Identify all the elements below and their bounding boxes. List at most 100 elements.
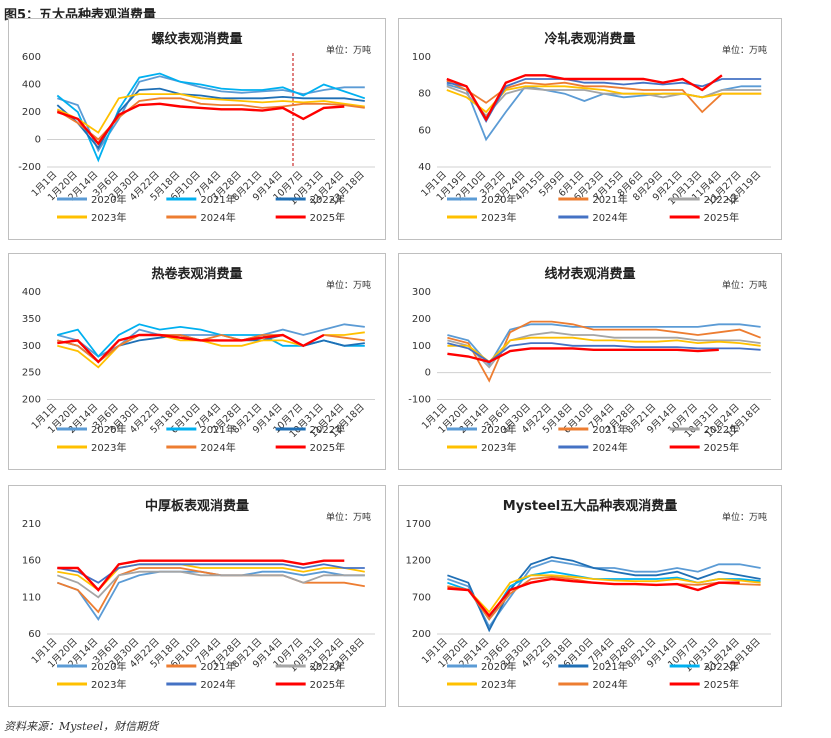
source-note: 资料来源：Mysteel，财信期货 [4,720,159,733]
series-line-2025年 [56,102,345,146]
chart-title: 热卷表观消费量 [151,266,242,282]
y-tick-label: 1700 [406,519,431,530]
y-tick-label: 350 [22,314,41,325]
y-tick-label: 60 [28,629,41,640]
series-line-2024年 [447,342,761,364]
y-tick-label: 200 [22,107,41,118]
series-line-2025年 [446,74,723,122]
y-tick-label: 210 [22,519,41,530]
legend-label: 2025年 [310,441,345,454]
series-line-2025年 [447,347,719,364]
chart-panel-medium-plate: 中厚板表观消费量 单位：万吨 60 110 160 210 1月1日 1月20日 2月14日 3月… [8,485,386,707]
legend-label: 2024年 [592,441,627,454]
chart-svg-cold: 冷轧表观消费量单位：万吨4060801001月1日1月19日2月10日3月2日3… [412,31,771,224]
legend-label: 2020年 [91,193,126,206]
legend-label: 2024年 [592,211,627,224]
chart-panel-cold-rolled: 冷轧表观消费量 单位：万吨 40 60 80 100 1月1日 1月19日 2月10日 3月2日 3… [398,18,782,240]
legend-label: 2022年 [704,193,739,206]
y-tick-label: 250 [22,368,41,379]
legend-label: 2022年 [310,660,345,673]
y-tick-label: 400 [22,80,41,91]
legend-label: 2024年 [200,441,235,454]
unit-label: 单位：万吨 [722,44,767,56]
legend-label: 2025年 [704,211,739,224]
y-tick-label: 300 [22,341,41,352]
legend-label: 2025年 [704,441,739,454]
series-line-2023年 [447,574,761,614]
legend-label: 2020年 [91,660,126,673]
legend-label: 2025年 [704,678,739,691]
y-tick-label: 100 [412,341,431,352]
chart-svg-total: Mysteel五大品种表观消费量单位：万吨200700120017001月1日1… [406,498,771,691]
legend-label: 2021年 [200,193,235,206]
legend-label: 2020年 [481,660,516,673]
chart-title: Mysteel五大品种表观消费量 [503,498,677,514]
y-tick-label: 80 [418,89,431,100]
y-tick-label: 110 [22,592,41,603]
legend-label: 2023年 [91,441,126,454]
legend-label: 2022年 [310,193,345,206]
series-line-2020年 [447,323,761,367]
legend-label: 2023年 [481,678,516,691]
chart-svg-plate: 中厚板表观消费量单位：万吨601101602101月1日1月20日2月14日3月… [22,498,375,691]
legend-label: 2021年 [592,193,627,206]
series-line-2023年 [56,93,365,134]
series-line-2022年 [56,87,365,150]
unit-label: 单位：万吨 [722,279,767,291]
y-tick-label: 100 [412,52,431,63]
legend-label: 2020年 [481,423,516,436]
y-tick-label: 0 [35,135,41,146]
chart-svg-wire: 线材表观消费量单位：万吨-10001002003001月1日1月20日2月14日… [408,266,771,454]
y-tick-label: 1200 [406,556,431,567]
legend-label: 2023年 [481,211,516,224]
legend-label: 2021年 [200,423,235,436]
legend-label: 2023年 [91,211,126,224]
chart-title: 线材表观消费量 [544,266,635,282]
series-line-2025年 [57,559,345,592]
legend-label: 2025年 [310,678,345,691]
unit-label: 单位：万吨 [326,511,371,523]
legend-label: 2022年 [704,660,739,673]
y-tick-label: 700 [412,592,431,603]
legend-label: 2021年 [592,423,627,436]
chart-panel-wire-rod: 线材表观消费量 单位：万吨 -100 0 100 200 300 1月1日 1月20日 2月14日… [398,253,782,470]
y-tick-label: 400 [22,287,41,298]
y-tick-label: 300 [412,287,431,298]
y-tick-label: 160 [22,556,41,567]
legend-label: 2020年 [91,423,126,436]
legend-label: 2021年 [592,660,627,673]
unit-label: 单位：万吨 [326,279,371,291]
y-tick-label: 600 [22,52,41,63]
y-tick-label: -200 [18,162,41,173]
series-line-2024年 [56,97,365,141]
legend-label: 2024年 [200,211,235,224]
series-line-2022年 [56,570,365,599]
y-tick-label: 200 [22,395,41,406]
chart-svg-hot: 热卷表观消费量单位：万吨2002503003504001月1日1月20日2月14… [22,266,375,454]
chart-title: 螺纹表观消费量 [151,31,242,47]
chart-title: 中厚板表观消费量 [145,498,249,514]
y-tick-label: 40 [418,162,431,173]
legend-label: 2021年 [200,660,235,673]
legend-label: 2024年 [592,678,627,691]
series-line-2023年 [447,336,761,364]
series-line-2021年 [56,72,366,163]
y-tick-label: 60 [418,125,431,136]
legend-label: 2022年 [704,423,739,436]
unit-label: 单位：万吨 [326,44,371,56]
y-tick-label: 0 [425,368,431,379]
legend-label: 2020年 [481,193,516,206]
legend-label: 2023年 [481,441,516,454]
series-line-2025年 [447,577,740,618]
chart-svg-rebar: 螺纹表观消费量单位：万吨-20002004006001月1日1月20日2月14日… [18,31,375,224]
chart-panel-five-varieties: Mysteel五大品种表观消费量 单位：万吨 200 700 1200 1700 1月1日 1… [398,485,782,707]
chart-panel-rebar: 螺纹表观消费量 单位：万吨 -200 0 200 400 600 1月1日 1月20日 2月14日… [8,18,386,240]
unit-label: 单位：万吨 [722,511,767,523]
chart-title: 冷轧表观消费量 [544,31,635,47]
series-line-2021年 [56,567,365,614]
series-line-2022年 [446,85,762,118]
series-line-2025年 [57,333,325,364]
legend-label: 2023年 [91,678,126,691]
chart-panel-hot-rolled: 热卷表观消费量 单位：万吨 200 250 300 350 400 1月1日 1月20日 2月14… [8,253,386,470]
y-tick-label: 200 [412,314,431,325]
